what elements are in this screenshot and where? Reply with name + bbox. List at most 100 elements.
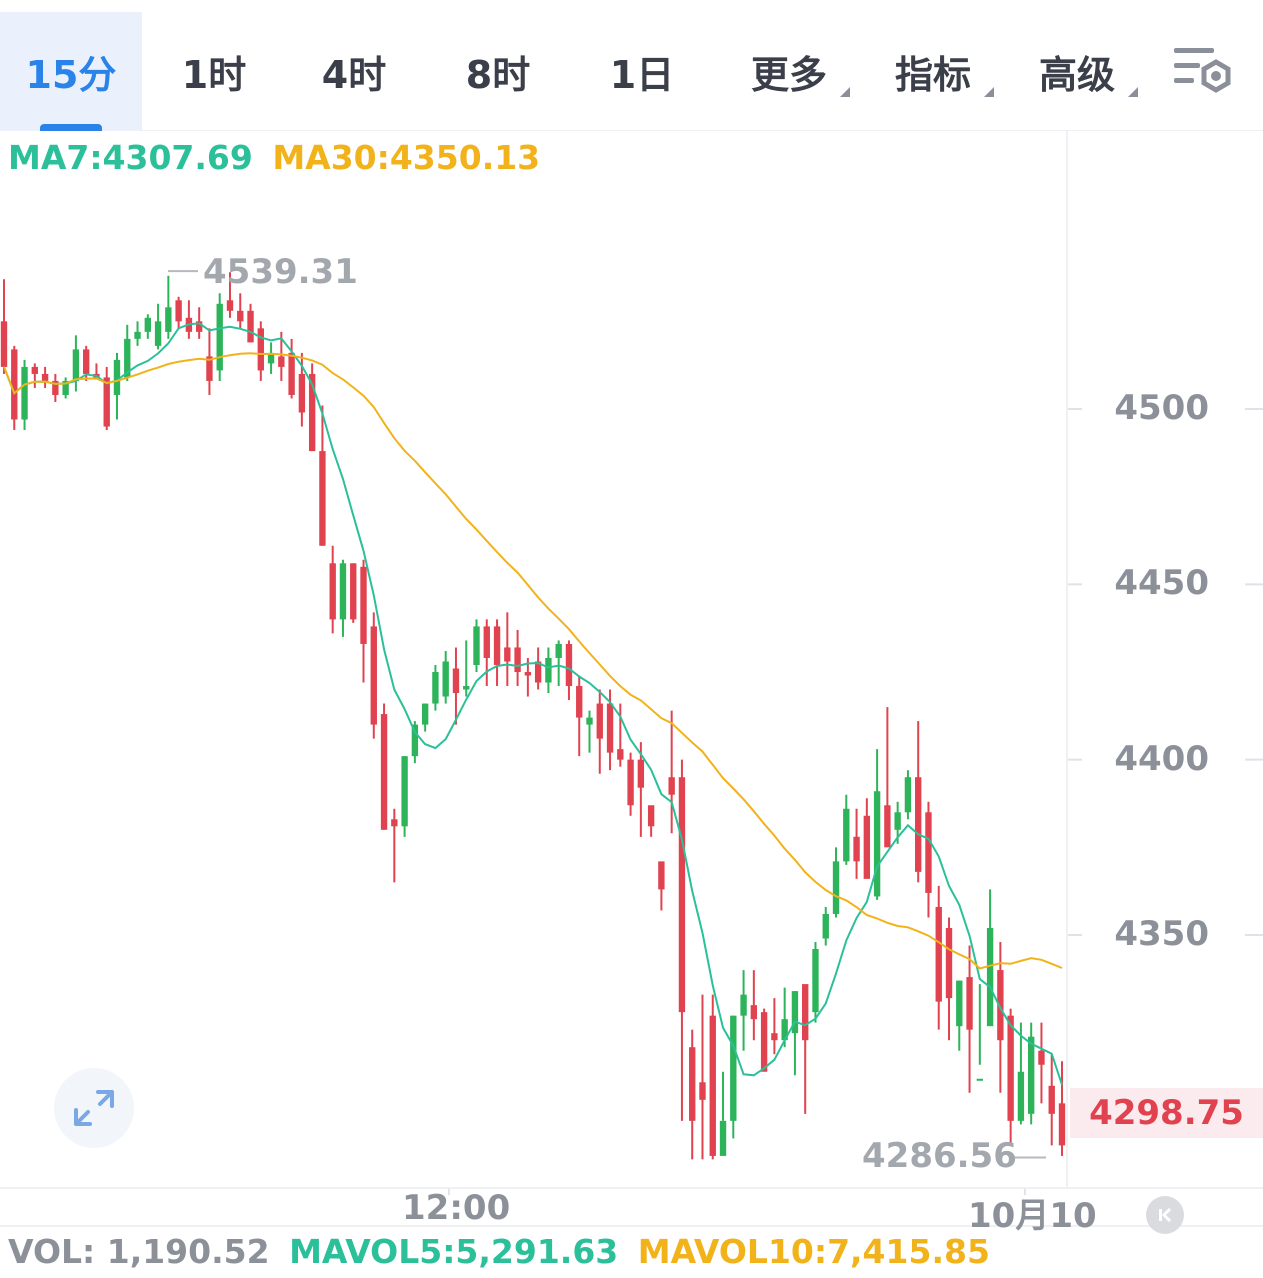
candle-body xyxy=(432,672,439,704)
candle-body xyxy=(534,661,542,683)
tab-4h[interactable]: 4时 xyxy=(304,12,404,131)
candle-body xyxy=(421,703,429,725)
price-axis-label: 4500 xyxy=(1114,388,1209,428)
candle-body xyxy=(545,657,552,683)
candle-body xyxy=(925,812,932,893)
candle-body xyxy=(72,349,80,381)
tab-1d[interactable]: 1日 xyxy=(592,12,692,131)
ma-legend: MA7:4307.69 MA30:4350.13 xyxy=(8,138,540,177)
candle-body xyxy=(165,307,172,332)
candle-body xyxy=(0,321,8,367)
last-price-badge: 4298.75 xyxy=(1070,1088,1263,1138)
candle-body xyxy=(380,714,388,830)
chart-settings-button[interactable] xyxy=(1170,44,1236,100)
candle-body xyxy=(822,913,829,939)
tab-indicators-dropdown[interactable]: 指标 xyxy=(886,12,994,131)
candle-body xyxy=(216,303,223,371)
price-axis-label: 4400 xyxy=(1114,739,1209,779)
timeframe-tabbar: 15分 1时 4时 8时 1日 更多 指标 高级 xyxy=(0,0,1263,131)
candle-body xyxy=(1017,1071,1025,1121)
candle-body xyxy=(319,451,326,546)
candle-body xyxy=(473,626,480,665)
low-price-annotation: 4286.56 xyxy=(862,1136,1017,1176)
candle-body xyxy=(103,377,110,427)
scroll-to-latest-button[interactable] xyxy=(1146,1196,1184,1234)
tab-label: 1日 xyxy=(609,53,675,97)
candle-body xyxy=(370,626,377,725)
price-axis-label: 4350 xyxy=(1114,914,1209,954)
volume-legend: VOL: 1,190.52 MAVOL5:5,291.63 MAVOL10:7,… xyxy=(8,1232,990,1271)
high-price-annotation: 4539.31 xyxy=(203,252,358,292)
tab-8h[interactable]: 8时 xyxy=(448,12,548,131)
candle-body xyxy=(576,686,583,718)
candle-body xyxy=(493,626,501,665)
candle-body xyxy=(452,668,460,694)
candle-body xyxy=(267,352,275,364)
dropdown-caret-icon xyxy=(840,87,850,97)
candle-body xyxy=(278,356,285,367)
candle-body xyxy=(1058,1103,1066,1146)
candle-body xyxy=(391,819,398,827)
candle-body xyxy=(853,836,860,862)
tab-1h[interactable]: 1时 xyxy=(164,12,264,131)
candle-body xyxy=(350,563,357,620)
candle-body xyxy=(812,949,819,1013)
active-tab-indicator xyxy=(40,124,102,131)
candle-body xyxy=(1007,1015,1014,1121)
candle-body xyxy=(308,373,316,452)
candle-body xyxy=(113,359,121,395)
candle-body xyxy=(627,759,634,806)
chart-settings-icon xyxy=(1174,48,1231,93)
time-axis-label: 10月10 xyxy=(968,1196,1097,1236)
candle-body xyxy=(617,749,624,760)
mavol10-value: MAVOL10:7,415.85 xyxy=(637,1232,990,1271)
candle-body xyxy=(678,777,686,1013)
tab-label: 高级 xyxy=(1038,53,1115,97)
candle-body xyxy=(719,1120,727,1156)
ma30-value: MA30:4350.13 xyxy=(272,138,541,177)
candle-body xyxy=(884,805,891,848)
candle-body xyxy=(195,321,203,332)
price-axis-label: 4450 xyxy=(1114,563,1209,603)
candlestick-chart[interactable] xyxy=(0,131,1263,1231)
tab-15m[interactable]: 15分 xyxy=(0,12,142,131)
candle-body xyxy=(463,686,470,690)
candle-body xyxy=(966,977,973,1030)
candle-body xyxy=(832,861,840,914)
candle-body xyxy=(134,331,141,339)
candle-body xyxy=(760,1012,768,1072)
candle-body xyxy=(524,672,532,676)
candle-body xyxy=(997,970,1004,1041)
skip-to-end-icon xyxy=(1159,1207,1172,1223)
tab-more-dropdown[interactable]: 更多 xyxy=(742,12,850,131)
candle-body xyxy=(298,373,306,413)
candle-body xyxy=(555,643,562,658)
candle-body xyxy=(740,994,747,1016)
candle-body xyxy=(288,352,295,395)
candle-body xyxy=(771,1033,778,1041)
candle-body xyxy=(976,1078,984,1081)
candle-body xyxy=(360,566,367,644)
candle-body xyxy=(637,759,645,788)
expand-icon xyxy=(74,1090,114,1126)
tab-label: 1时 xyxy=(181,53,247,97)
tab-advanced-dropdown[interactable]: 高级 xyxy=(1030,12,1138,131)
tab-label: 指标 xyxy=(894,53,971,97)
candle-body xyxy=(709,1015,716,1156)
fullscreen-button[interactable] xyxy=(54,1068,134,1148)
candle-body xyxy=(31,366,38,374)
candle-body xyxy=(237,310,244,322)
candle-body xyxy=(658,861,665,890)
tab-label: 15分 xyxy=(25,53,117,97)
candle-body xyxy=(586,717,593,725)
dropdown-caret-icon xyxy=(984,87,994,97)
candle-body xyxy=(668,777,675,795)
candle-body xyxy=(689,1047,696,1121)
time-axis-label: 12:00 xyxy=(402,1188,511,1228)
candle-body xyxy=(11,349,18,420)
candle-body xyxy=(565,643,573,687)
candle-body xyxy=(401,756,408,827)
candle-body xyxy=(863,815,871,879)
candle-body xyxy=(904,777,912,813)
candle-body xyxy=(730,1015,737,1121)
